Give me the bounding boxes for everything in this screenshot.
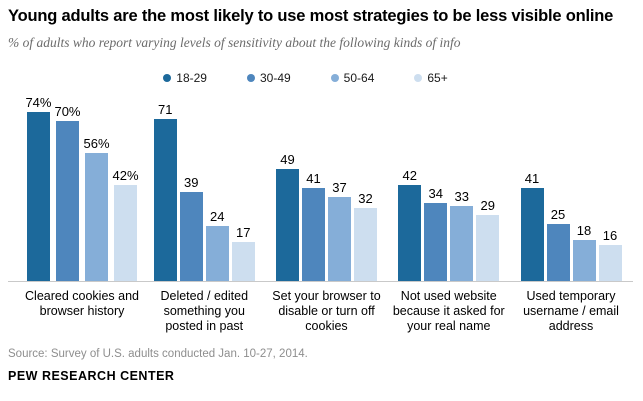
bar-50-64 — [328, 197, 351, 281]
chart-subtitle: % of adults who report varying levels of… — [8, 35, 461, 50]
bar-with-label: 74% — [25, 95, 51, 281]
legend-dot-icon — [163, 74, 172, 82]
bar-value-label: 29 — [480, 198, 495, 213]
bar-with-label: 71 — [153, 102, 177, 281]
legend-item-30-49: 30-49 — [246, 71, 291, 85]
bar-cluster: 49 41 37 32 — [276, 91, 377, 281]
bar-value-label: 17 — [236, 225, 251, 240]
source-note: Source: Survey of U.S. adults conducted … — [8, 348, 308, 360]
bar-value-label: 32 — [358, 191, 373, 206]
bar-with-label: 16 — [598, 228, 622, 281]
bar-with-label: 25 — [546, 207, 570, 281]
legend-dot-icon — [246, 74, 255, 82]
bar-value-label: 33 — [454, 189, 469, 204]
bar-with-label: 37 — [328, 180, 351, 281]
bar-value-label: 49 — [280, 152, 295, 167]
legend: 18-29 30-49 50-64 65+ — [8, 71, 603, 85]
bar-with-label: 34 — [424, 186, 448, 281]
bar-with-label: 18 — [572, 223, 596, 281]
legend-dot-icon — [414, 74, 423, 82]
category-label: Cleared cookies and browser history — [25, 289, 139, 318]
bar-with-label: 42 — [398, 168, 422, 281]
legend-item-65+: 65+ — [414, 71, 448, 85]
bar-cluster: 74% 70% 56% 42% — [25, 91, 139, 281]
bar-value-label: 71 — [158, 102, 173, 117]
bar-30-49 — [179, 192, 203, 281]
bar-groups: 74% 70% 56% 42% Cleared cookies and browser … — [22, 91, 631, 333]
bar-value-label: 42 — [402, 168, 417, 183]
bar-50-64 — [205, 226, 229, 281]
bar-group: 41 25 18 16 Used temporary username / email … — [511, 91, 631, 333]
bar-50-64 — [450, 206, 474, 281]
bar-with-label: 42% — [113, 168, 139, 281]
bar-value-label: 37 — [332, 180, 347, 195]
category-label: Not used website because it asked for yo… — [392, 289, 505, 333]
bar-18-29 — [153, 119, 177, 281]
bar-with-label: 17 — [231, 225, 255, 281]
bar-with-label: 29 — [476, 198, 500, 281]
bar-with-label: 33 — [450, 189, 474, 281]
bar-value-label: 70% — [54, 104, 81, 119]
bar-value-label: 34 — [428, 186, 443, 201]
category-label: Deleted / edited something you posted in… — [160, 289, 249, 333]
bar-with-label: 56% — [84, 136, 110, 281]
bar-18-29 — [26, 112, 50, 281]
bar-18-29 — [398, 185, 422, 281]
bar-50-64 — [85, 153, 109, 281]
bar-value-label: 41 — [524, 171, 540, 186]
bar-18-29 — [276, 169, 299, 281]
bar-65+ — [476, 215, 500, 281]
bar-group: 49 41 37 32 Set your browser to disable or t… — [267, 91, 387, 333]
bar-value-label: 56% — [83, 136, 110, 151]
bar-value-label: 25 — [550, 207, 566, 222]
bar-value-label: 41 — [306, 171, 321, 186]
chart-title: Young adults are the most likely to use … — [8, 7, 614, 25]
legend-label: 18-29 — [176, 71, 207, 85]
legend-label: 30-49 — [259, 71, 291, 85]
bar-value-label: 16 — [602, 228, 618, 243]
bar-chart: 74% 70% 56% 42% Cleared cookies and browser … — [8, 91, 633, 335]
bar-value-label: 42% — [112, 168, 139, 183]
category-label: Used temporary username / email address — [523, 289, 619, 333]
bar-value-label: 39 — [184, 175, 199, 190]
bar-value-label: 18 — [576, 223, 592, 238]
bar-18-29 — [520, 188, 544, 281]
bar-65+ — [598, 245, 622, 281]
bar-65+ — [114, 185, 138, 281]
legend-dot-icon — [330, 74, 339, 82]
bar-65+ — [231, 242, 255, 281]
legend-item-50-64: 50-64 — [330, 71, 375, 85]
bar-with-label: 32 — [354, 191, 377, 281]
bar-group: 42 34 33 29 Not used website because it aske… — [389, 91, 509, 333]
bar-30-49 — [55, 121, 79, 281]
legend-label: 65+ — [427, 71, 448, 85]
bar-30-49 — [424, 203, 448, 281]
bar-with-label: 41 — [302, 171, 325, 281]
bar-cluster: 42 34 33 29 — [398, 91, 500, 281]
brand-footer: PEW RESEARCH CENTER — [8, 369, 175, 383]
bar-value-label: 74% — [25, 95, 52, 110]
bar-cluster: 71 39 24 17 — [153, 91, 255, 281]
bar-with-label: 39 — [179, 175, 203, 281]
bar-30-49 — [302, 188, 325, 281]
legend-label: 50-64 — [343, 71, 375, 85]
legend-item-18-29: 18-29 — [163, 71, 207, 85]
bar-cluster: 41 25 18 16 — [520, 91, 622, 281]
bar-with-label: 70% — [54, 104, 81, 281]
bar-50-64 — [572, 240, 596, 281]
x-axis-line — [8, 281, 633, 282]
bar-65+ — [354, 208, 377, 281]
bar-with-label: 24 — [205, 209, 229, 281]
category-label: Set your browser to disable or turn off … — [272, 289, 381, 333]
bar-with-label: 49 — [276, 152, 299, 281]
bar-group: 74% 70% 56% 42% Cleared cookies and browser … — [22, 91, 142, 333]
bar-with-label: 41 — [520, 171, 544, 281]
bar-30-49 — [546, 224, 570, 281]
bar-group: 71 39 24 17 Deleted / edited something you p… — [144, 91, 264, 333]
bar-value-label: 24 — [210, 209, 225, 224]
